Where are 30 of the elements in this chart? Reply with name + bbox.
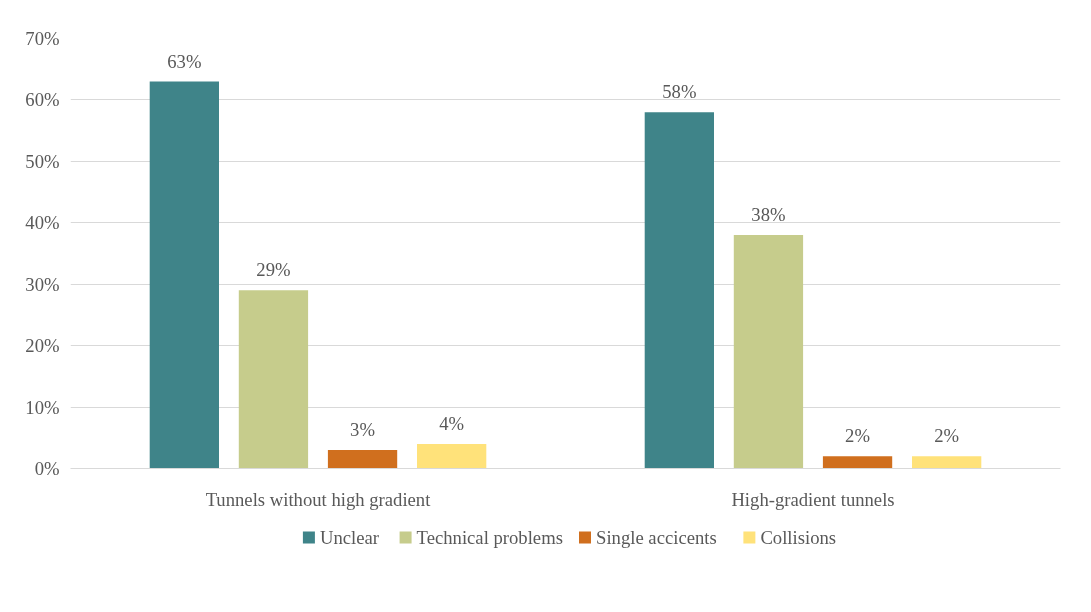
y-tick-label: 50% <box>25 150 60 172</box>
data-label: 63% <box>167 50 202 72</box>
bar <box>417 443 487 469</box>
y-tick-label: 10% <box>25 396 60 418</box>
bar <box>238 290 309 469</box>
data-label: 3% <box>350 419 375 441</box>
legend-label: Technical problems <box>416 527 563 548</box>
data-label: 4% <box>439 412 465 434</box>
legend-label: Collisions <box>760 527 837 548</box>
bar <box>644 112 714 469</box>
bar <box>327 450 398 469</box>
data-label: 58% <box>662 81 697 103</box>
bar <box>149 81 219 469</box>
legend-label: Unclear <box>319 527 380 548</box>
data-label: 2% <box>845 425 870 447</box>
y-tick-label: 60% <box>25 89 60 111</box>
bar <box>822 456 893 469</box>
data-label: 2% <box>934 425 960 447</box>
x-tick-label: High-gradient tunnels <box>731 488 895 510</box>
data-label: 29% <box>256 259 291 281</box>
legend-label: Single accicents <box>596 527 717 548</box>
bar <box>733 235 804 469</box>
y-tick-label: 20% <box>25 335 60 357</box>
y-tick-label: 70% <box>25 28 60 49</box>
y-tick-label: 30% <box>25 273 60 295</box>
y-tick-label: 40% <box>25 212 60 234</box>
bar <box>912 456 982 469</box>
x-tick-label: Tunnels without high gradient <box>205 488 432 510</box>
y-tick-label: 0% <box>34 458 60 479</box>
data-label: 38% <box>751 204 786 226</box>
